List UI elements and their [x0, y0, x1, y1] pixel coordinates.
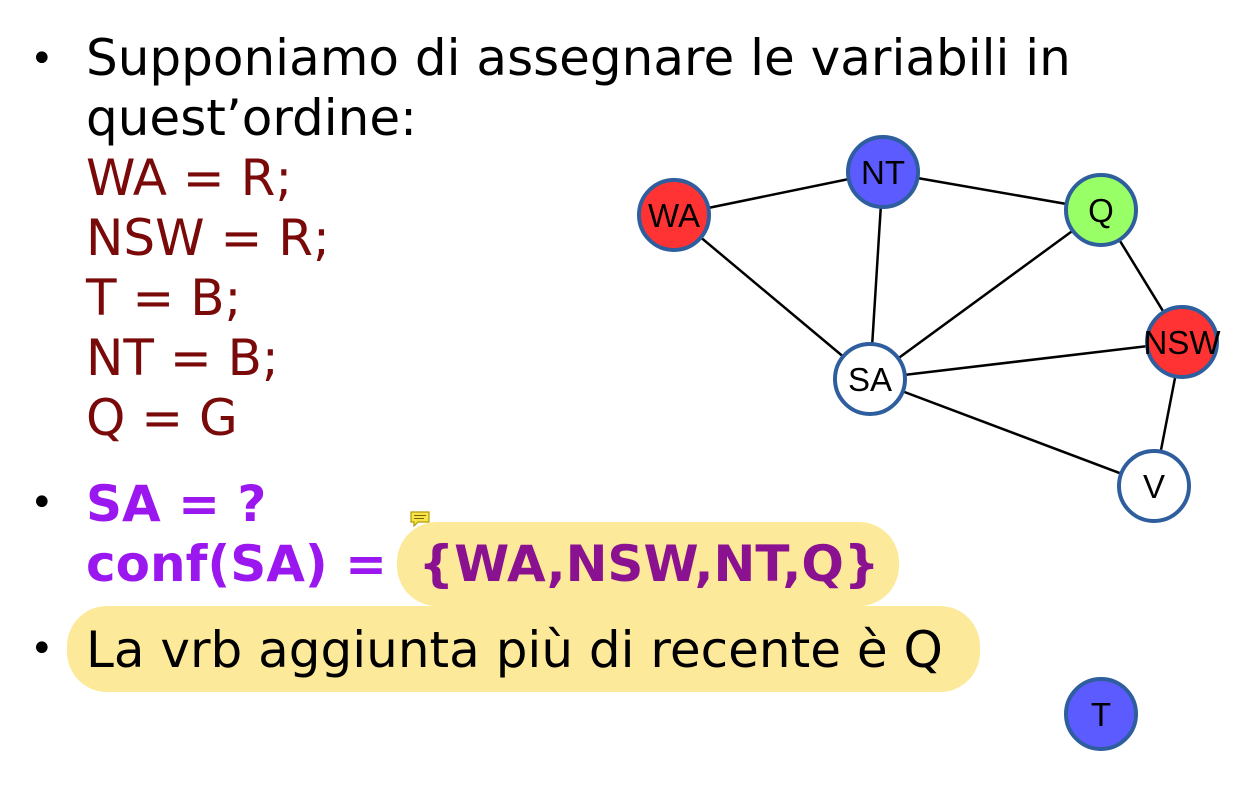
assignment-q: Q = G: [86, 389, 238, 447]
conf-sa-line: conf(SA) = {WA,NSW,NT,Q}: [86, 534, 879, 594]
conf-sa-label: conf(SA) =: [86, 535, 405, 593]
recent-var-highlight: [67, 606, 980, 692]
edge-q-sa: [869, 208, 1102, 381]
bullet-1-line-1: Supponiamo di assegnare le variabili in: [86, 29, 1071, 87]
assignment-wa: WA = R;: [86, 149, 293, 207]
edge-sa-v: [869, 377, 1155, 488]
graph-nodes: WA NT Q NSW SA V T: [637, 135, 1222, 751]
edge-sa-nsw: [869, 340, 1183, 381]
node-circle-nt: [846, 135, 920, 209]
bullet-dot-1: •: [30, 36, 54, 82]
node-label-t: T: [1091, 696, 1111, 733]
node-circle-sa: [833, 342, 907, 416]
conf-sa-set: {WA,NSW,NT,Q}: [418, 535, 880, 593]
assignment-t: T = B;: [86, 269, 242, 327]
node-circle-nsw: [1145, 305, 1219, 379]
node-circle-q: [1064, 173, 1138, 247]
node-circle-t: [1064, 677, 1138, 751]
node-circle-v: [1117, 449, 1191, 523]
assignment-nsw: NSW = R;: [86, 209, 330, 267]
node-nsw: NSW: [1144, 305, 1222, 379]
node-q: Q: [1064, 173, 1138, 247]
bullet-dot-2: •: [30, 480, 54, 526]
edge-wa-sa: [673, 214, 871, 380]
conf-set-highlight: [397, 522, 899, 606]
node-nt: NT: [846, 135, 920, 209]
comment-note-icon[interactable]: [410, 511, 430, 527]
bullet-1-line-2: quest’ordine:: [86, 89, 417, 147]
bullet-dot-3: •: [30, 626, 54, 672]
sa-question: SA = ?: [86, 475, 267, 533]
node-sa: SA: [833, 342, 907, 416]
assignment-nt: NT = B;: [86, 329, 279, 387]
node-v: V: [1117, 449, 1191, 523]
node-label-nsw: NSW: [1144, 324, 1222, 361]
node-t: T: [1064, 677, 1138, 751]
node-label-nt: NT: [861, 154, 905, 191]
node-label-q: Q: [1088, 192, 1114, 229]
node-label-sa: SA: [848, 361, 892, 398]
node-circle-wa: [637, 178, 711, 252]
node-label-wa: WA: [648, 197, 700, 234]
node-label-v: V: [1143, 468, 1165, 505]
node-wa: WA: [637, 178, 711, 252]
recent-variable-text: La vrb aggiunta più di recente è Q: [86, 621, 943, 679]
